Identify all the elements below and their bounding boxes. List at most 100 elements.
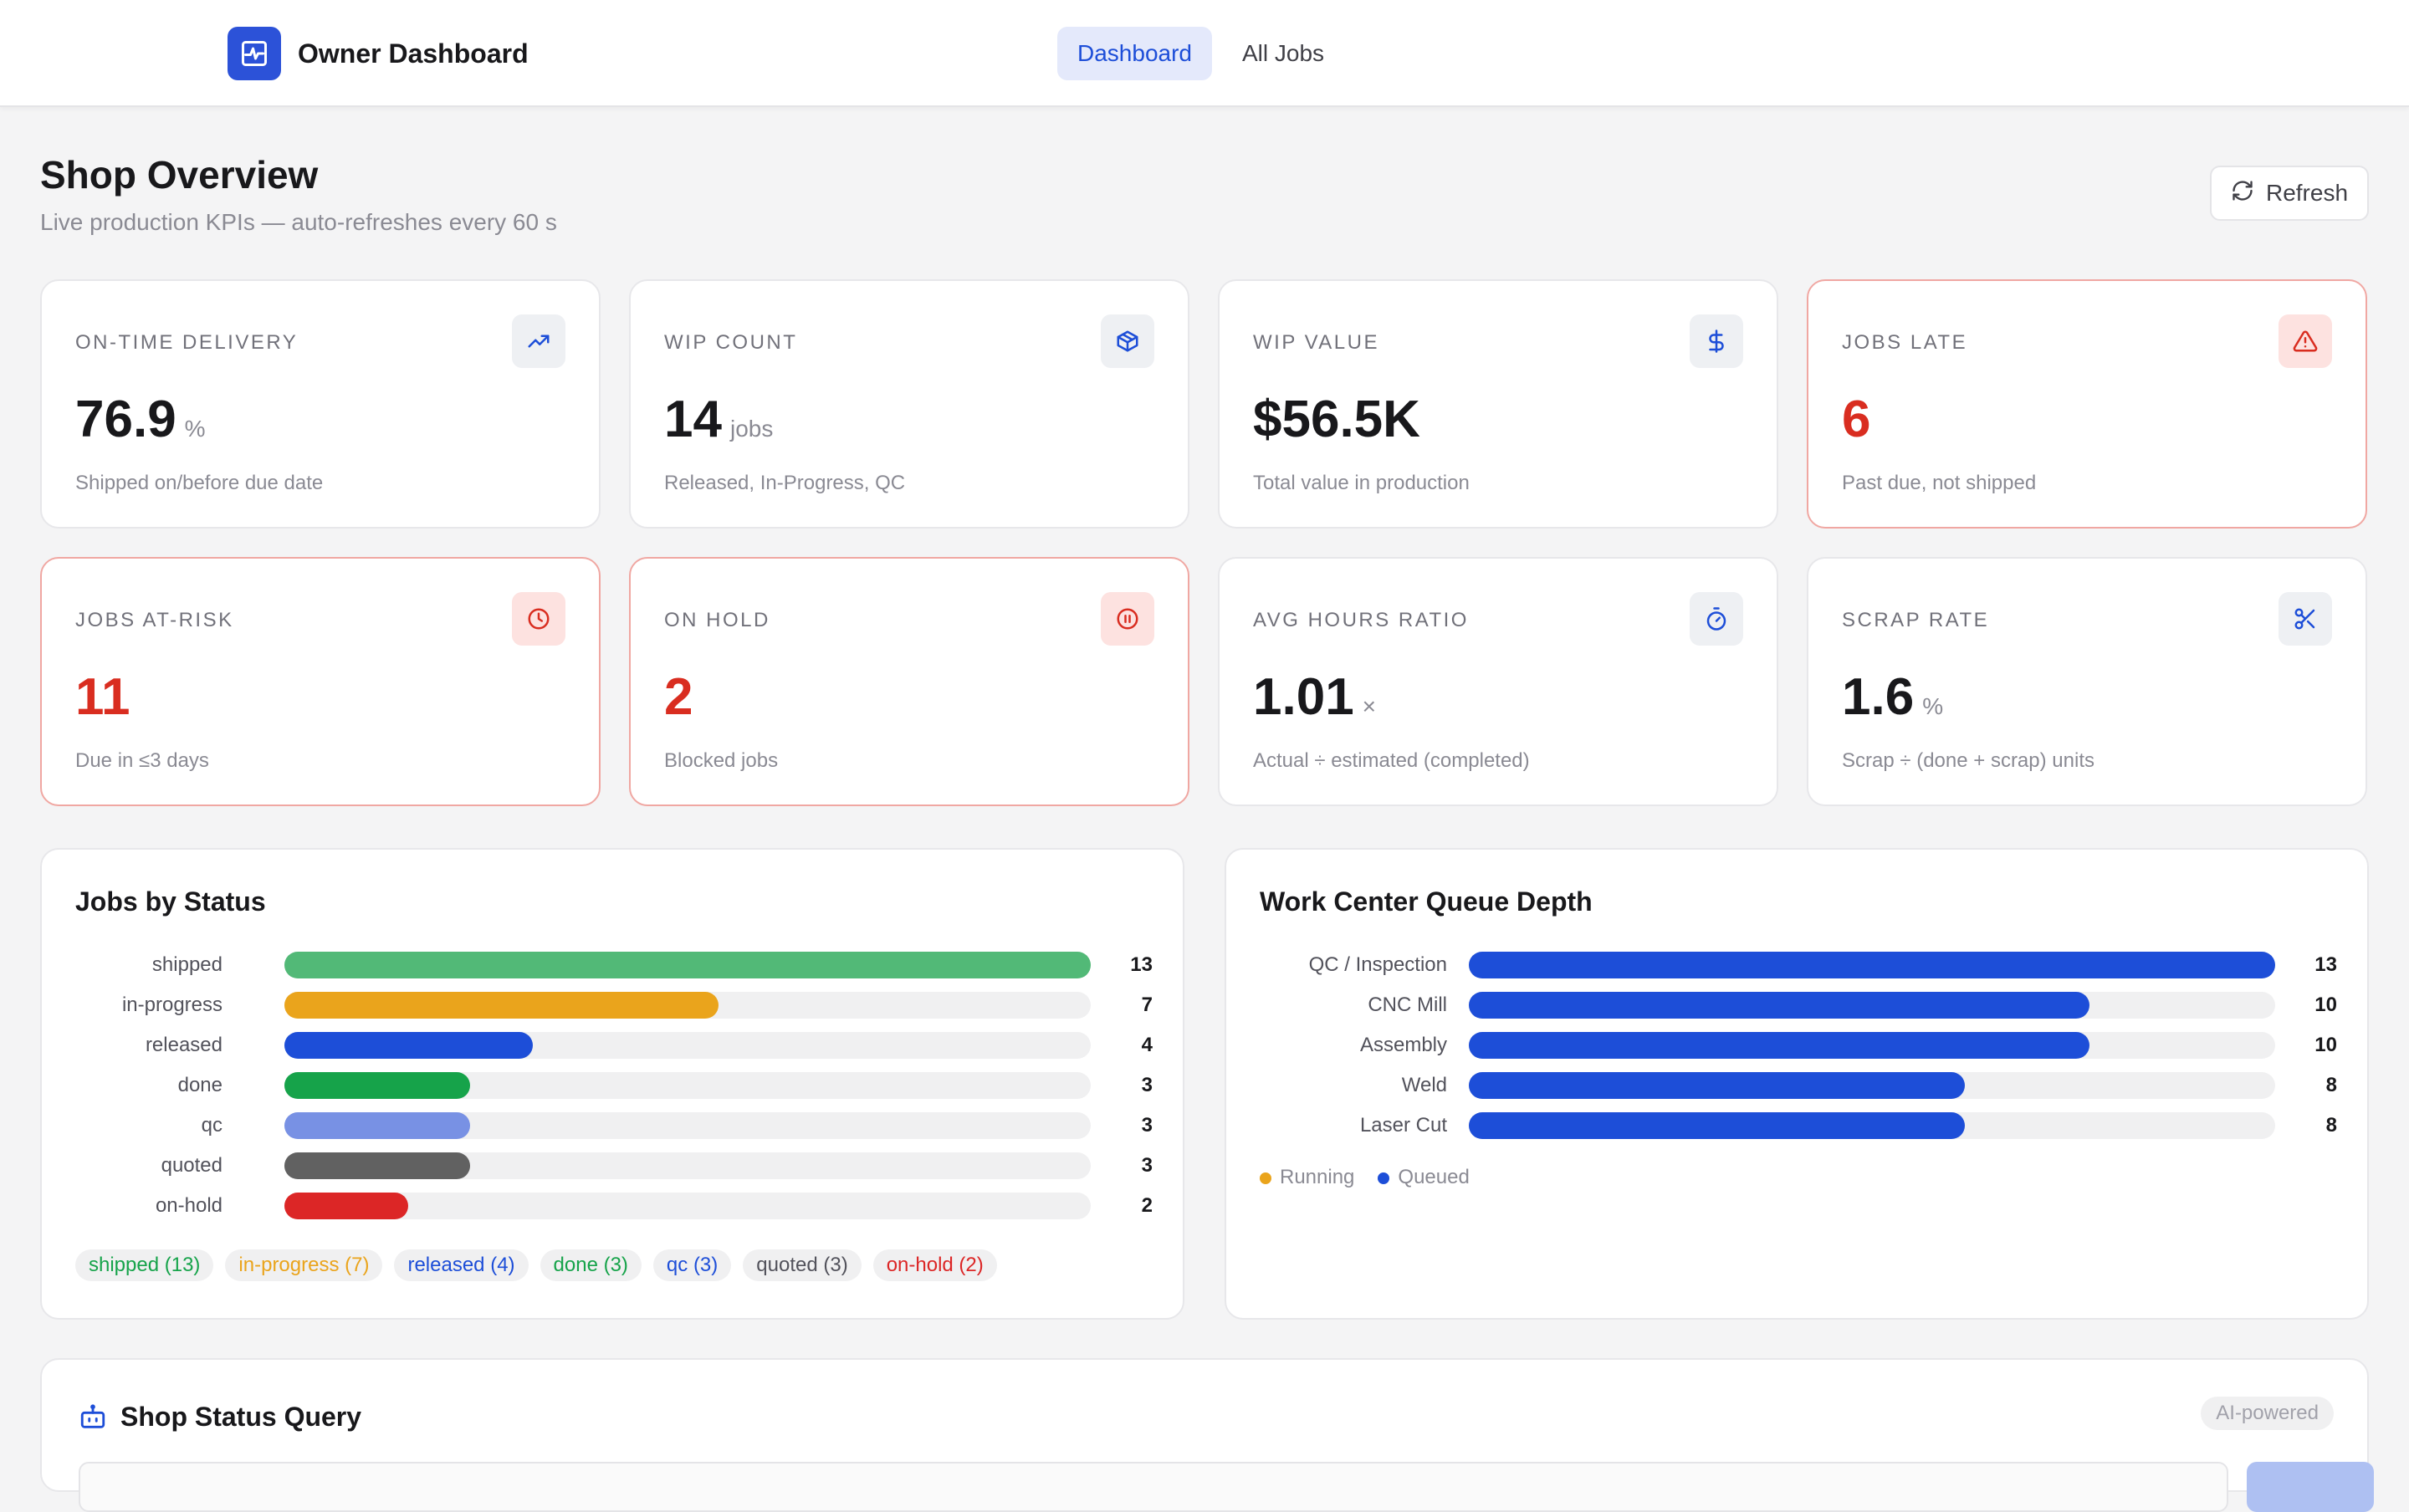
- bot-icon: [79, 1403, 107, 1436]
- kpi-card: JOBS LATE 6 Past due, not shipped: [1807, 279, 2367, 529]
- bar-track: [284, 1112, 1091, 1139]
- kpi-value-group: 1.01 ×: [1253, 667, 1376, 727]
- bar-track: [284, 1032, 1091, 1059]
- bar-label: Assembly: [1359, 1034, 1447, 1056]
- status-pills: shipped (13) in-progress (7) released (4) d…: [75, 1249, 1009, 1281]
- trending-up-icon: [512, 314, 565, 368]
- bar-track: [1469, 1072, 2275, 1099]
- ai-powered-badge: AI-powered: [2201, 1397, 2334, 1430]
- queue-bar-row: Weld 8: [1226, 1070, 2371, 1101]
- nav-all-jobs[interactable]: All Jobs: [1241, 40, 1325, 66]
- kpi-card: WIP COUNT 14 jobs Released, In-Progress, QC: [629, 279, 1189, 529]
- kpi-value: 6: [1842, 391, 1871, 448]
- activity-icon: [228, 27, 281, 80]
- bar-fill: [1469, 1112, 1965, 1139]
- bar-fill: [284, 1072, 470, 1099]
- bar-value: 3: [1141, 1074, 1153, 1096]
- status-pill[interactable]: qc (3): [652, 1249, 732, 1281]
- kpi-value-group: 6: [1842, 390, 1879, 449]
- kpi-description: Due in ≤3 days: [75, 749, 209, 772]
- bar-track: [1469, 992, 2275, 1019]
- bar-fill: [284, 952, 1091, 978]
- kpi-card: JOBS AT-RISK 11 Due in ≤3 days: [40, 557, 601, 806]
- brand[interactable]: Owner Dashboard: [228, 27, 529, 80]
- kpi-card: WIP VALUE $56.5K Total value in production: [1218, 279, 1778, 529]
- timer-icon: [1690, 592, 1743, 646]
- bar-value: 13: [1130, 953, 1153, 976]
- nav-dashboard[interactable]: Dashboard: [1057, 27, 1212, 80]
- kpi-value: 14: [664, 391, 722, 448]
- pause-icon: [1101, 592, 1154, 646]
- kpi-value: $56.5K: [1253, 391, 1420, 448]
- kpi-description: Total value in production: [1253, 472, 1470, 494]
- panel-title: Work Center Queue Depth: [1260, 886, 1593, 917]
- kpi-description: Scrap ÷ (done + scrap) units: [1842, 749, 2094, 772]
- bar-fill: [284, 1152, 470, 1179]
- bar-label: on-hold: [155, 1194, 222, 1217]
- bar-label: qc: [201, 1114, 222, 1137]
- bar-fill: [284, 1032, 533, 1059]
- bar-track: [284, 992, 1091, 1019]
- bar-fill: [284, 1112, 470, 1139]
- kpi-label: AVG HOURS RATIO: [1253, 609, 1469, 631]
- bar-track: [284, 1072, 1091, 1099]
- query-submit-button[interactable]: [2247, 1462, 2374, 1512]
- kpi-value-group: $56.5K: [1253, 390, 1429, 449]
- bar-track: [284, 1152, 1091, 1179]
- bar-fill: [1469, 1032, 2089, 1059]
- refresh-label: Refresh: [2265, 180, 2349, 206]
- query-input[interactable]: [79, 1462, 2228, 1512]
- queue-bar-row: QC / Inspection 13: [1226, 950, 2371, 980]
- kpi-value: 1.01: [1253, 668, 1354, 726]
- kpi-label: ON HOLD: [664, 609, 770, 631]
- bar-track: [284, 1193, 1091, 1219]
- jobs-by-status-panel: Jobs by Status shipped 13 in-progress 7 rele…: [40, 848, 1184, 1320]
- status-pill[interactable]: quoted (3): [743, 1249, 862, 1281]
- kpi-card: ON HOLD 2 Blocked jobs: [629, 557, 1189, 806]
- kpi-unit: %: [184, 416, 206, 442]
- queue-bar-row: CNC Mill 10: [1226, 990, 2371, 1020]
- status-pill[interactable]: in-progress (7): [225, 1249, 383, 1281]
- bar-label: released: [145, 1034, 222, 1056]
- kpi-value: 76.9: [75, 391, 176, 448]
- legend-label: Queued: [1398, 1166, 1470, 1188]
- kpi-unit: ×: [1362, 693, 1377, 719]
- kpi-value-group: 11: [75, 667, 139, 727]
- status-pill[interactable]: shipped (13): [75, 1249, 214, 1281]
- status-bar-row: done 3: [42, 1070, 1186, 1101]
- refresh-icon: [2231, 179, 2254, 208]
- chart-legend: Running Queued: [1260, 1166, 1470, 1189]
- bar-value: 3: [1141, 1114, 1153, 1137]
- legend-dot: [1378, 1172, 1390, 1184]
- page-subtitle: Live production KPIs — auto-refreshes ev…: [40, 209, 557, 235]
- kpi-unit: jobs: [729, 416, 774, 442]
- kpi-card: SCRAP RATE 1.6% Scrap ÷ (done + scrap) uni…: [1807, 557, 2367, 806]
- bar-label: in-progress: [121, 994, 222, 1016]
- status-pill[interactable]: done (3): [540, 1249, 642, 1281]
- package-icon: [1101, 314, 1154, 368]
- bar-label: CNC Mill: [1368, 994, 1447, 1016]
- bar-fill: [1469, 1072, 1965, 1099]
- legend-item: Running: [1260, 1166, 1354, 1189]
- kpi-description: Past due, not shipped: [1842, 472, 2037, 494]
- work-center-queue-panel: Work Center Queue Depth QC / Inspection 1…: [1225, 848, 2369, 1320]
- status-pill[interactable]: released (4): [394, 1249, 529, 1281]
- bar-track: [1469, 1112, 2275, 1139]
- kpi-value: 11: [75, 668, 130, 726]
- bar-fill: [1469, 952, 2275, 978]
- status-pill[interactable]: on-hold (2): [872, 1249, 997, 1281]
- status-bar-row: quoted 3: [42, 1151, 1186, 1181]
- bar-value: 7: [1141, 994, 1153, 1016]
- legend-dot: [1260, 1172, 1271, 1184]
- bar-value: 3: [1141, 1154, 1153, 1177]
- kpi-value: 1.6: [1842, 668, 1915, 726]
- kpi-description: Shipped on/before due date: [75, 472, 324, 494]
- kpi-value: 2: [664, 668, 693, 726]
- bar-label: QC / Inspection: [1308, 953, 1447, 976]
- scissors-icon: [2279, 592, 2332, 646]
- bar-label: Weld: [1401, 1074, 1447, 1096]
- legend-item: Queued: [1378, 1166, 1470, 1189]
- bar-value: 13: [2314, 953, 2337, 976]
- refresh-button[interactable]: Refresh: [2210, 166, 2369, 221]
- main-nav: Dashboard All Jobs: [1057, 27, 1344, 80]
